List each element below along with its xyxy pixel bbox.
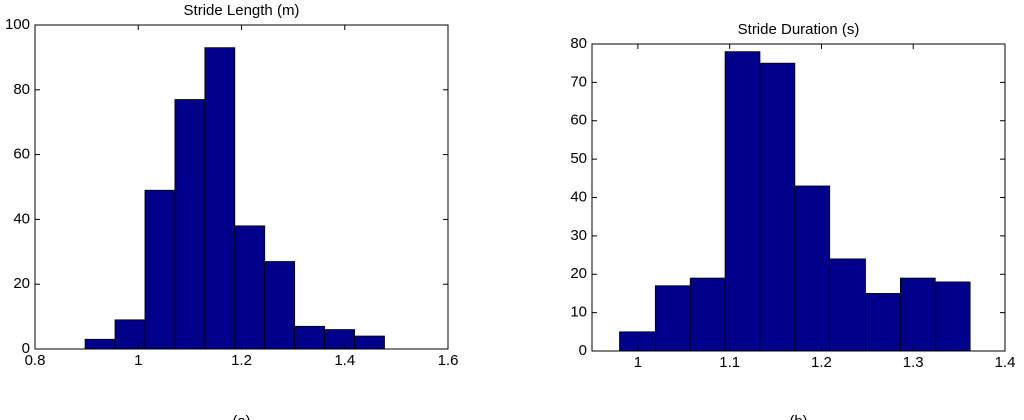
x-tick-label: 1.4	[995, 354, 1016, 371]
x-tick-label: 1.3	[903, 354, 924, 371]
x-tick-label: 0.8	[25, 352, 46, 369]
y-tick-label: 40	[570, 188, 587, 205]
bar	[234, 225, 266, 350]
y-tick-label: 60	[13, 146, 30, 163]
y-tick-label: 20	[570, 265, 587, 282]
bar	[354, 335, 385, 350]
bar	[144, 189, 176, 350]
x-tick-label: 1.1	[719, 354, 740, 371]
bar	[294, 325, 326, 350]
y-tick-label: 50	[570, 150, 587, 167]
bar	[759, 62, 796, 352]
y-tick-label: 100	[5, 16, 30, 33]
y-tick-label: 30	[570, 227, 587, 244]
bar	[174, 99, 206, 350]
x-tick-label: 1.2	[231, 352, 252, 369]
bar	[84, 338, 116, 350]
caption: (a)	[232, 413, 250, 420]
bar	[654, 285, 691, 352]
y-tick-label: 40	[13, 210, 30, 227]
bar	[264, 261, 296, 350]
x-tick-label: 1.4	[334, 352, 355, 369]
y-tick-label: 0	[22, 340, 30, 357]
y-tick-label: 60	[570, 112, 587, 129]
bar	[204, 47, 236, 350]
y-tick-label: 70	[570, 73, 587, 90]
chart-title: Stride Length (m)	[184, 2, 300, 19]
caption: (b)	[789, 413, 807, 420]
bar	[724, 51, 761, 352]
bar	[794, 185, 831, 352]
y-tick-label: 80	[13, 81, 30, 98]
bar	[689, 277, 726, 352]
x-tick-label: 1.6	[438, 352, 459, 369]
y-tick-label: 10	[570, 304, 587, 321]
bar	[829, 258, 866, 352]
x-tick-label: 1.2	[811, 354, 832, 371]
chart-title: Stride Duration (s)	[738, 21, 860, 38]
y-tick-label: 20	[13, 275, 30, 292]
bar	[324, 329, 355, 350]
bar	[899, 277, 936, 352]
bar	[114, 319, 146, 350]
x-tick-label: 1	[134, 352, 142, 369]
bar	[865, 293, 901, 352]
y-tick-label: 0	[579, 342, 587, 359]
bar	[934, 281, 971, 352]
y-tick-label: 80	[570, 35, 587, 52]
x-tick-label: 1	[634, 354, 642, 371]
